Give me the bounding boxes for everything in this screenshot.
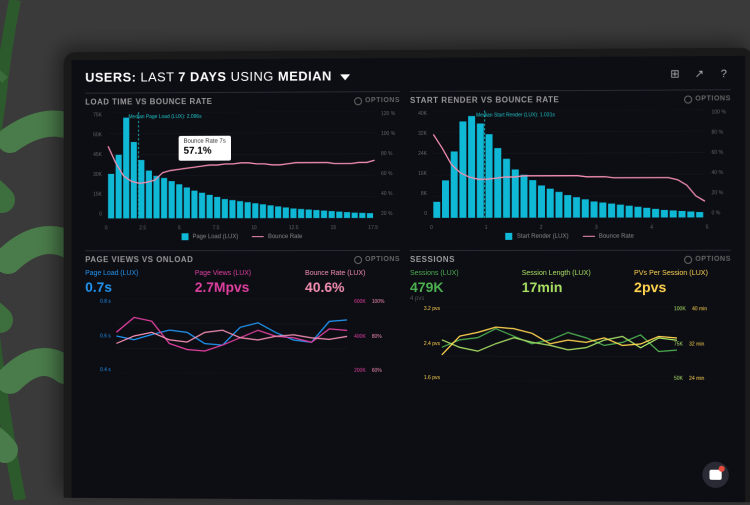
- panel2-legend: Start Render (LUX) Bounce Rate: [410, 233, 731, 240]
- title-bold1: 7 DAYS: [178, 69, 226, 84]
- panel3-stats: Page Load (LUX)0.7sPage Views (LUX)2.7Mp…: [85, 270, 400, 295]
- panel3-yaxis-right: 600K100%400K80%200K60%: [354, 299, 400, 374]
- panel1-svg: [85, 111, 400, 231]
- title-bold2: MEDIAN: [278, 68, 332, 83]
- panel3-title: PAGE VIEWS VS ONLOAD: [85, 255, 193, 264]
- legend-line: [583, 236, 595, 238]
- panel2-options[interactable]: OPTIONS: [684, 95, 731, 103]
- tooltip-value: 57.1%: [184, 146, 226, 158]
- panel1-legend: Page Load (LUX) Bounce Rate: [85, 233, 400, 240]
- panel2-title: START RENDER VS BOUNCE RATE: [410, 95, 559, 105]
- panel3-options[interactable]: OPTIONS: [354, 256, 400, 264]
- panel4-stats: Sessions (LUX)479K4 pvsSession Length (L…: [410, 270, 731, 302]
- panel3-svg: [85, 299, 400, 374]
- panel-sessions: SESSIONS OPTIONS Sessions (LUX)479K4 pvs…: [410, 250, 731, 382]
- panel4-yaxis-left: 3.2 pvs2.4 pvs1.6 pvs: [410, 306, 440, 381]
- chart-sessions: 3.2 pvs2.4 pvs1.6 pvs 100K40 min75K32 mi…: [410, 306, 731, 382]
- gear-icon: [684, 255, 692, 263]
- legend-item: Bounce Rate: [583, 233, 634, 240]
- panel1-median-label: Median Page Load (LUX): 2.096s: [128, 114, 201, 120]
- panel2-svg: [410, 109, 731, 231]
- panel2-yaxis-right: 100 %80 %60 %40 %20 %0 %: [708, 109, 730, 216]
- panel1-title: LOAD TIME VS BOUNCE RATE: [85, 97, 212, 107]
- gear-icon: [354, 97, 362, 105]
- panel-page-views: PAGE VIEWS VS ONLOAD OPTIONS Page Load (…: [85, 250, 400, 381]
- header-toolbar: ⊞ ↗ ?: [668, 67, 731, 81]
- panel1-tooltip: Bounce Rate 7s 57.1%: [179, 136, 231, 161]
- chart-start-render: 40K32K24K16K8K0 100 %80 %60 %40 %20 %0 %…: [410, 109, 731, 231]
- notification-dot: [719, 466, 725, 472]
- panel2-yaxis-left: 40K32K24K16K8K0: [410, 111, 430, 217]
- share-icon[interactable]: ↗: [692, 67, 706, 81]
- panel4-yaxis-right: 100K40 min75K32 min50K24 min: [674, 306, 731, 382]
- legend-line: [252, 236, 264, 238]
- panel3-yaxis-left: 0.8 s0.6 s0.4 s: [85, 299, 111, 373]
- panel4-options[interactable]: OPTIONS: [684, 255, 731, 263]
- panel1-yaxis-left: 75K60K45K30K15K0: [85, 112, 105, 217]
- legend-item: Page Load (LUX): [182, 233, 239, 240]
- panel1-xaxis: 02.557.51012.51517.5: [105, 225, 378, 231]
- gear-icon: [354, 256, 362, 264]
- legend-item: Start Render (LUX): [506, 233, 569, 240]
- legend-item: Bounce Rate: [252, 233, 302, 240]
- dashboard-grid: LOAD TIME VS BOUNCE RATE OPTIONS 75K60K4…: [85, 89, 731, 382]
- panel1-options[interactable]: OPTIONS: [354, 97, 400, 105]
- monitor-icon[interactable]: ⊞: [668, 67, 682, 81]
- title-mid2: USING: [231, 69, 274, 84]
- panel4-title: SESSIONS: [410, 255, 455, 264]
- chart-load-time: 75K60K45K30K15K0 120 %100 %80 %60 %40 %2…: [85, 111, 400, 231]
- panel-start-render: START RENDER VS BOUNCE RATE OPTIONS 40K3…: [410, 89, 731, 240]
- panel2-median-label: Median Start Render (LUX): 1.031s: [476, 112, 555, 118]
- legend-swatch: [182, 233, 189, 240]
- chat-button[interactable]: [702, 462, 728, 488]
- chevron-down-icon[interactable]: [340, 74, 350, 80]
- laptop-frame: USERS: LAST 7 DAYS USING MEDIAN ⊞ ↗ ? LO…: [64, 48, 750, 503]
- dashboard-screen: USERS: LAST 7 DAYS USING MEDIAN ⊞ ↗ ? LO…: [71, 56, 745, 502]
- page-title: USERS: LAST 7 DAYS USING MEDIAN: [85, 68, 350, 84]
- panel1-yaxis-right: 120 %100 %80 %60 %40 %20 %: [378, 111, 400, 217]
- tooltip-label: Bounce Rate 7s: [184, 139, 226, 146]
- gear-icon: [684, 95, 692, 103]
- dashboard-header: USERS: LAST 7 DAYS USING MEDIAN ⊞ ↗ ?: [85, 66, 731, 85]
- legend-swatch: [506, 233, 513, 240]
- title-prefix: USERS:: [85, 70, 136, 85]
- panel-load-time: LOAD TIME VS BOUNCE RATE OPTIONS 75K60K4…: [85, 91, 400, 240]
- panel2-xaxis: 012345: [430, 225, 708, 231]
- title-mid1: LAST: [140, 69, 174, 84]
- help-icon[interactable]: ?: [717, 67, 731, 81]
- chart-page-views: 0.8 s0.6 s0.4 s 600K100%400K80%200K60%: [85, 299, 400, 374]
